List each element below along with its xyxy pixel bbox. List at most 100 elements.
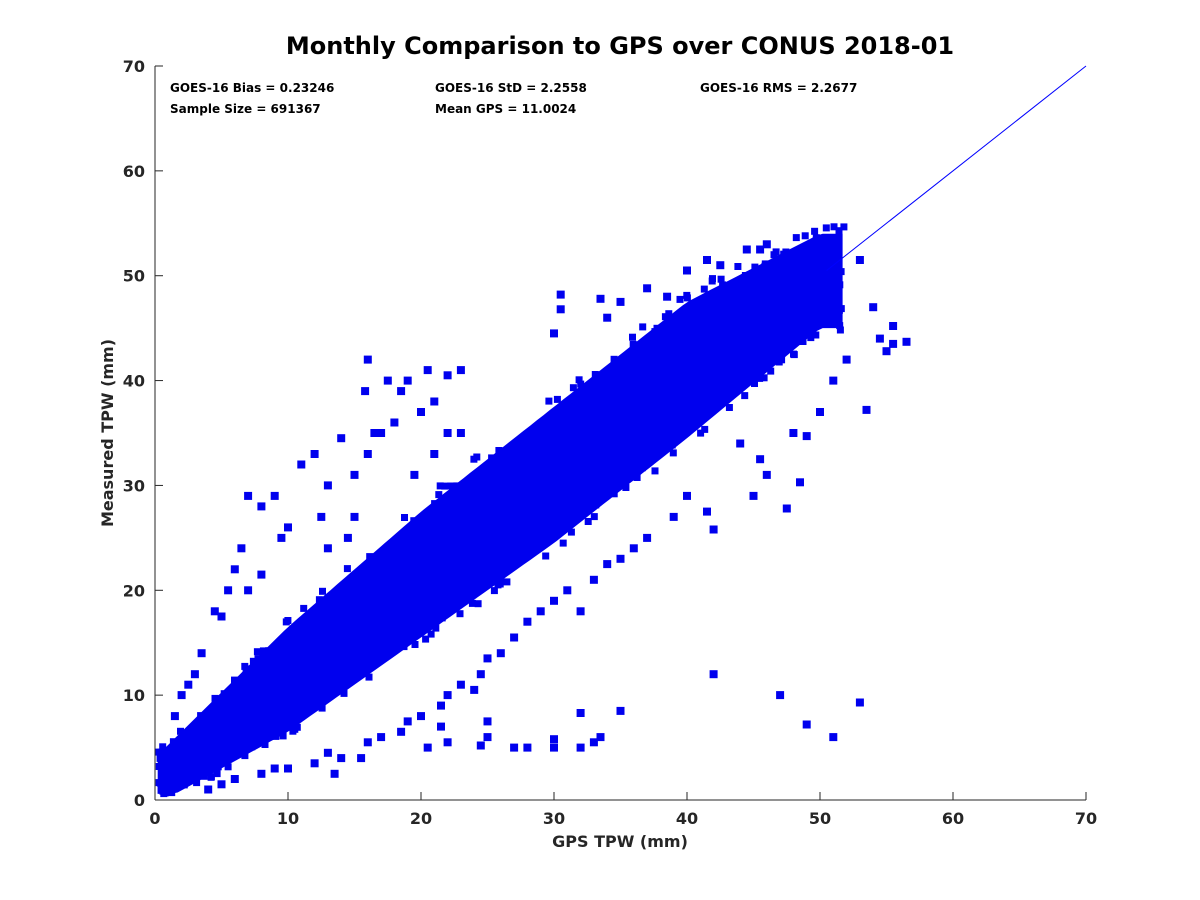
outlier-point bbox=[210, 607, 219, 616]
outlier-point bbox=[363, 450, 372, 458]
data-point bbox=[156, 754, 164, 762]
data-point bbox=[404, 558, 412, 565]
data-point bbox=[711, 322, 719, 329]
data-point bbox=[709, 275, 716, 283]
data-point bbox=[560, 462, 568, 470]
data-point bbox=[778, 332, 786, 340]
data-point bbox=[433, 595, 441, 603]
data-point bbox=[226, 743, 234, 751]
data-point bbox=[685, 342, 693, 350]
data-point bbox=[343, 660, 351, 668]
data-point bbox=[462, 537, 470, 545]
data-point bbox=[767, 367, 775, 375]
data-point bbox=[751, 263, 759, 271]
data-point bbox=[830, 223, 838, 231]
data-point bbox=[741, 373, 749, 381]
data-point bbox=[592, 501, 600, 509]
data-point bbox=[761, 260, 769, 268]
y-tick-label: 20 bbox=[123, 581, 145, 600]
data-point bbox=[683, 329, 691, 337]
data-point bbox=[600, 416, 608, 424]
outlier-point bbox=[483, 733, 492, 742]
data-point bbox=[292, 659, 300, 667]
outlier-point bbox=[796, 478, 804, 487]
data-point bbox=[213, 770, 221, 778]
data-point bbox=[431, 500, 439, 508]
data-point bbox=[501, 482, 509, 490]
data-point bbox=[540, 483, 548, 491]
data-point bbox=[697, 429, 705, 437]
data-point bbox=[400, 643, 408, 651]
data-point bbox=[495, 447, 503, 454]
data-point bbox=[378, 622, 385, 629]
data-point bbox=[388, 562, 396, 570]
annotation-std: GOES-16 StD = 2.2558 bbox=[435, 81, 587, 95]
data-point bbox=[472, 480, 480, 488]
data-point bbox=[783, 269, 791, 277]
data-point bbox=[766, 323, 774, 331]
data-point bbox=[837, 268, 845, 276]
data-point bbox=[655, 388, 663, 396]
data-point bbox=[484, 563, 492, 571]
data-point bbox=[249, 657, 257, 665]
data-point bbox=[663, 324, 671, 332]
data-point bbox=[809, 272, 817, 280]
outlier-point bbox=[855, 698, 864, 707]
data-point bbox=[802, 257, 810, 265]
data-point bbox=[564, 521, 572, 529]
outlier-point bbox=[782, 250, 791, 259]
outlier-point bbox=[383, 376, 392, 385]
data-point bbox=[316, 670, 324, 678]
data-point bbox=[814, 243, 822, 251]
data-point bbox=[673, 324, 681, 331]
outlier-point bbox=[190, 670, 199, 679]
data-point bbox=[376, 628, 384, 636]
outlier-point bbox=[802, 720, 811, 729]
outlier-point bbox=[596, 294, 605, 303]
data-point bbox=[345, 612, 352, 620]
data-point bbox=[710, 394, 718, 402]
data-point bbox=[297, 666, 305, 674]
data-point bbox=[653, 394, 661, 402]
data-point bbox=[652, 407, 660, 415]
data-point bbox=[359, 653, 367, 661]
data-point bbox=[319, 653, 327, 661]
data-point bbox=[557, 488, 565, 496]
data-point bbox=[608, 418, 616, 426]
data-point bbox=[422, 635, 430, 643]
y-tick-label: 50 bbox=[123, 267, 145, 286]
data-point bbox=[743, 367, 751, 375]
data-point bbox=[432, 553, 440, 561]
data-point bbox=[590, 513, 598, 521]
data-point bbox=[485, 568, 493, 576]
data-point bbox=[455, 553, 463, 561]
data-point bbox=[784, 333, 792, 341]
reference-line-layer bbox=[826, 65, 1087, 271]
data-point bbox=[751, 293, 759, 301]
data-point bbox=[382, 573, 390, 581]
outlier-point bbox=[756, 455, 765, 464]
outlier-point bbox=[417, 712, 425, 721]
data-point bbox=[474, 543, 482, 551]
data-point bbox=[616, 447, 624, 455]
data-point bbox=[704, 304, 712, 312]
data-point bbox=[159, 743, 167, 751]
data-point bbox=[375, 584, 383, 592]
axes bbox=[154, 65, 1087, 801]
data-point bbox=[294, 652, 301, 660]
data-point bbox=[699, 390, 707, 398]
data-point bbox=[725, 404, 733, 411]
data-point bbox=[507, 494, 515, 502]
outlier-point bbox=[862, 405, 871, 414]
data-point bbox=[465, 505, 473, 513]
data-point bbox=[191, 767, 199, 775]
data-point bbox=[765, 289, 772, 297]
data-point bbox=[278, 716, 286, 724]
annotation-bias: GOES-16 Bias = 0.23246 bbox=[170, 81, 334, 95]
data-point bbox=[632, 422, 640, 430]
data-point bbox=[663, 444, 670, 452]
outlier-point bbox=[437, 722, 445, 731]
data-point bbox=[272, 732, 280, 740]
data-point bbox=[271, 722, 279, 730]
data-point bbox=[677, 389, 685, 397]
